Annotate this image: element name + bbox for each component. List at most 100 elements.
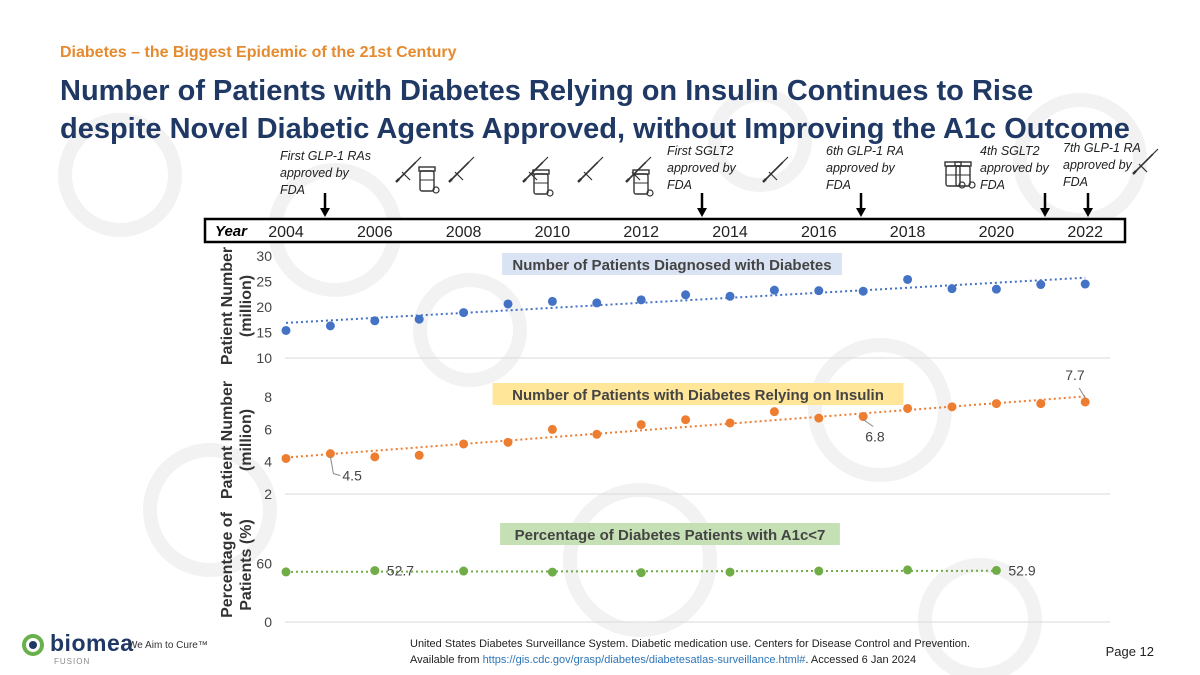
syringe-plunger <box>1132 170 1137 175</box>
page-number: Page 12 <box>1105 644 1154 659</box>
syringe-plunger <box>448 178 453 183</box>
timeline-year-label: Year <box>215 223 248 240</box>
annotation-leader <box>329 456 341 477</box>
data-point <box>459 439 469 449</box>
syringe-barrel <box>764 161 784 181</box>
syringe-grip <box>401 171 411 181</box>
chart-title: Percentage of Diabetes Patients with A1c… <box>515 527 826 544</box>
pill-bottle-icon <box>418 166 440 194</box>
data-point <box>769 407 779 417</box>
approval-event-label: approved by <box>667 161 737 175</box>
data-point <box>636 420 646 430</box>
timeline-year-tick: 2014 <box>712 224 748 241</box>
data-label: 7.7 <box>1065 367 1085 383</box>
biomea-logo-mark-icon <box>22 634 44 656</box>
data-point <box>636 568 646 578</box>
syringe-plunger <box>577 178 582 183</box>
background-circle <box>708 88 812 192</box>
logo-tagline: We Aim to Cure™ <box>128 640 208 651</box>
trendline <box>285 276 1086 324</box>
data-point <box>991 284 1001 294</box>
approval-event: First GLP-1 RAs approved by FDA <box>280 149 371 217</box>
y-axis-label: Patient Number (million) <box>219 247 255 365</box>
pill <box>646 189 654 197</box>
syringe-grip <box>768 171 778 181</box>
background-circle <box>58 113 182 237</box>
pill <box>968 181 976 189</box>
y-tick-label: 10 <box>256 350 272 366</box>
data-point <box>903 274 913 284</box>
citation-link[interactable]: https://gis.cdc.gov/grasp/diabetes/diabe… <box>482 654 806 666</box>
syringe-barrel <box>450 161 470 181</box>
timeline-year-tick: 2012 <box>623 224 659 241</box>
approval-event-label: approved by <box>280 166 350 180</box>
data-point <box>547 296 557 306</box>
approval-arrow-head <box>1040 208 1050 217</box>
data-point <box>769 285 779 295</box>
data-point <box>370 316 380 326</box>
y-axis-label-line: (million) <box>238 275 255 337</box>
bottle-cap <box>954 161 972 167</box>
approval-event-label: approved by <box>1063 158 1133 172</box>
y-axis-label: Patient Number (million) <box>219 381 255 499</box>
syringe-needle <box>597 156 604 163</box>
timeline-year-tick: 2008 <box>446 224 482 241</box>
slide-title: Number of Patients with Diabetes Relying… <box>60 75 1130 145</box>
bottle-cap <box>944 161 962 167</box>
slide-kicker: Diabetes – the Biggest Epidemic of the 2… <box>60 44 457 61</box>
data-point <box>414 314 424 324</box>
bottle-body <box>945 165 961 187</box>
annotation-leader <box>1078 387 1086 399</box>
data-point <box>947 284 957 294</box>
data-point <box>370 566 380 576</box>
syringe-icon <box>395 156 422 183</box>
chart-title: Number of Patients Diagnosed with Diabet… <box>512 257 831 274</box>
data-point <box>281 325 291 335</box>
syringe-plunger <box>522 178 527 183</box>
citation-line-1: United States Diabetes Surveillance Syst… <box>410 638 971 650</box>
data-point <box>814 286 824 296</box>
citation-suffix: . Accessed 6 Jan 2024 <box>805 654 917 666</box>
bottle-body <box>633 173 649 195</box>
syringe-icon <box>1132 148 1159 175</box>
data-label: 6.8 <box>865 429 885 445</box>
data-point <box>725 291 735 301</box>
approval-event-label: FDA <box>826 178 851 192</box>
syringe-icon <box>448 156 475 183</box>
pill <box>432 186 440 194</box>
pill-bottle-icon <box>532 169 554 197</box>
syringe-grip <box>454 171 464 181</box>
biomea-logo: biomea FUSION We Aim to Cure™ <box>22 630 212 668</box>
approval-event-label: 4th SGLT2 <box>980 144 1040 158</box>
y-axis-label-line: (million) <box>238 409 255 471</box>
background-circle <box>143 443 277 577</box>
data-point <box>903 565 913 575</box>
chart-title-box <box>492 383 904 405</box>
data-point <box>281 453 291 463</box>
approval-arrow-head <box>1083 208 1093 217</box>
approval-event-label: FDA <box>980 178 1005 192</box>
chart-panel: 2 4 6 8 Patient Number (million) Number of Pat… <box>219 367 1110 502</box>
y-tick-label: 8 <box>264 389 272 405</box>
syringe-barrel <box>627 161 647 181</box>
approval-event: 4th SGLT2 approved by FDA <box>980 144 1050 217</box>
citation-prefix: Available from <box>410 654 483 666</box>
bottle-cap <box>632 169 650 175</box>
pill <box>546 189 554 197</box>
data-point <box>636 295 646 305</box>
data-point <box>681 415 691 425</box>
y-axis-label-line: Patients (%) <box>238 519 255 611</box>
data-label: 52.7 <box>387 563 414 579</box>
timeline-year-tick: 2006 <box>357 224 393 241</box>
data-point <box>814 566 824 576</box>
data-point <box>547 424 557 434</box>
background-circle <box>918 558 1042 675</box>
data-point <box>414 450 424 460</box>
data-point <box>1036 280 1046 290</box>
data-point <box>1036 399 1046 409</box>
y-tick-label: 60 <box>256 556 272 572</box>
syringe-grip <box>528 171 538 181</box>
approval-event: First SGLT2 approved by FDA <box>667 144 737 217</box>
